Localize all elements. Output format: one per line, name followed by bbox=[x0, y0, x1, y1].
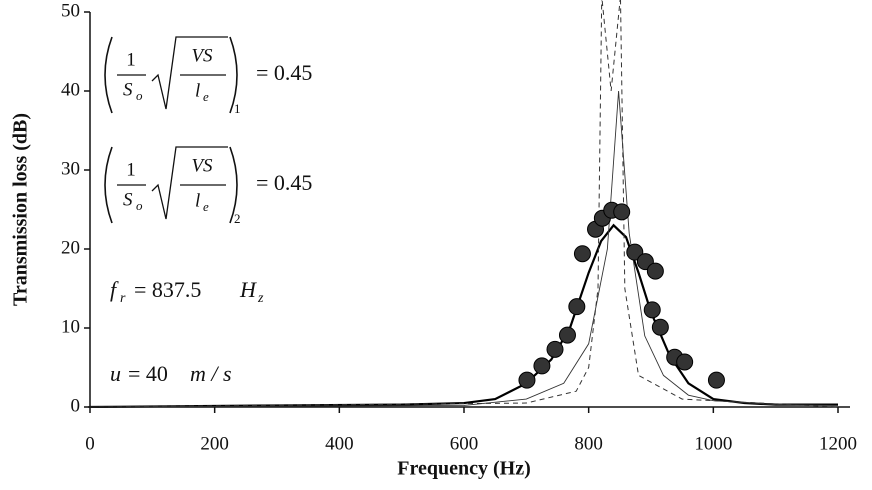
x-tick-label: 400 bbox=[325, 433, 354, 454]
paren bbox=[229, 36, 238, 114]
y-tick-label: 0 bbox=[71, 395, 81, 416]
radicand: VS bbox=[191, 45, 213, 66]
subscript: o bbox=[136, 198, 143, 213]
subscript: 2 bbox=[234, 211, 241, 226]
data-point bbox=[676, 353, 694, 371]
y-tick-label: 30 bbox=[61, 158, 80, 179]
data-point bbox=[613, 203, 631, 221]
data-point bbox=[651, 318, 669, 336]
paren bbox=[104, 36, 113, 114]
curve bbox=[90, 0, 839, 408]
x-tick-label: 0 bbox=[85, 433, 95, 454]
data-point bbox=[533, 357, 551, 375]
x-tick-label: 200 bbox=[200, 433, 229, 454]
paren bbox=[104, 146, 113, 224]
data-point bbox=[646, 262, 664, 280]
value: = 0.45 bbox=[256, 170, 312, 195]
x-axis-label: Frequency (Hz) bbox=[397, 458, 531, 480]
symbol: u bbox=[110, 361, 121, 386]
subscript: r bbox=[120, 291, 126, 306]
denominator: S bbox=[123, 79, 133, 100]
y-tick-label: 10 bbox=[61, 316, 80, 337]
x-tick-label: 800 bbox=[574, 433, 603, 454]
curve bbox=[90, 223, 838, 408]
y-tick-label: 40 bbox=[61, 79, 80, 100]
denominator: S bbox=[123, 189, 133, 210]
value: = 40 bbox=[128, 361, 168, 386]
data-point bbox=[518, 371, 536, 389]
x-tick-label: 600 bbox=[450, 433, 479, 454]
radicand: l bbox=[195, 190, 200, 211]
paren bbox=[229, 146, 238, 224]
y-tick-label: 20 bbox=[61, 237, 80, 258]
subscript: z bbox=[257, 291, 264, 306]
data-point bbox=[707, 371, 725, 389]
x-tick-label: 1200 bbox=[819, 433, 857, 454]
data-point bbox=[643, 301, 661, 319]
unit: m / s bbox=[190, 361, 232, 386]
value: = 0.45 bbox=[256, 60, 312, 85]
subscript: e bbox=[203, 89, 209, 104]
data-point bbox=[546, 340, 564, 358]
value: = 837.5 bbox=[134, 277, 201, 302]
curve bbox=[90, 90, 839, 408]
radical bbox=[151, 36, 228, 110]
subscript: o bbox=[136, 88, 143, 103]
symbol: f bbox=[110, 277, 119, 302]
radicand: VS bbox=[191, 155, 213, 176]
plot-area bbox=[90, 0, 839, 408]
data-point bbox=[626, 243, 644, 261]
radical bbox=[151, 146, 228, 220]
numerator: 1 bbox=[126, 159, 136, 180]
subscript: 1 bbox=[234, 101, 241, 116]
numerator: 1 bbox=[126, 49, 136, 70]
data-point bbox=[568, 298, 586, 316]
subscript: e bbox=[203, 199, 209, 214]
unit: H bbox=[239, 277, 257, 302]
y-axis-label: Transmission loss (dB) bbox=[10, 113, 32, 306]
y-tick-label: 50 bbox=[61, 0, 80, 21]
radicand: l bbox=[195, 80, 200, 101]
data-point bbox=[558, 326, 576, 344]
data-point bbox=[573, 245, 591, 263]
x-tick-label: 1000 bbox=[694, 433, 732, 454]
